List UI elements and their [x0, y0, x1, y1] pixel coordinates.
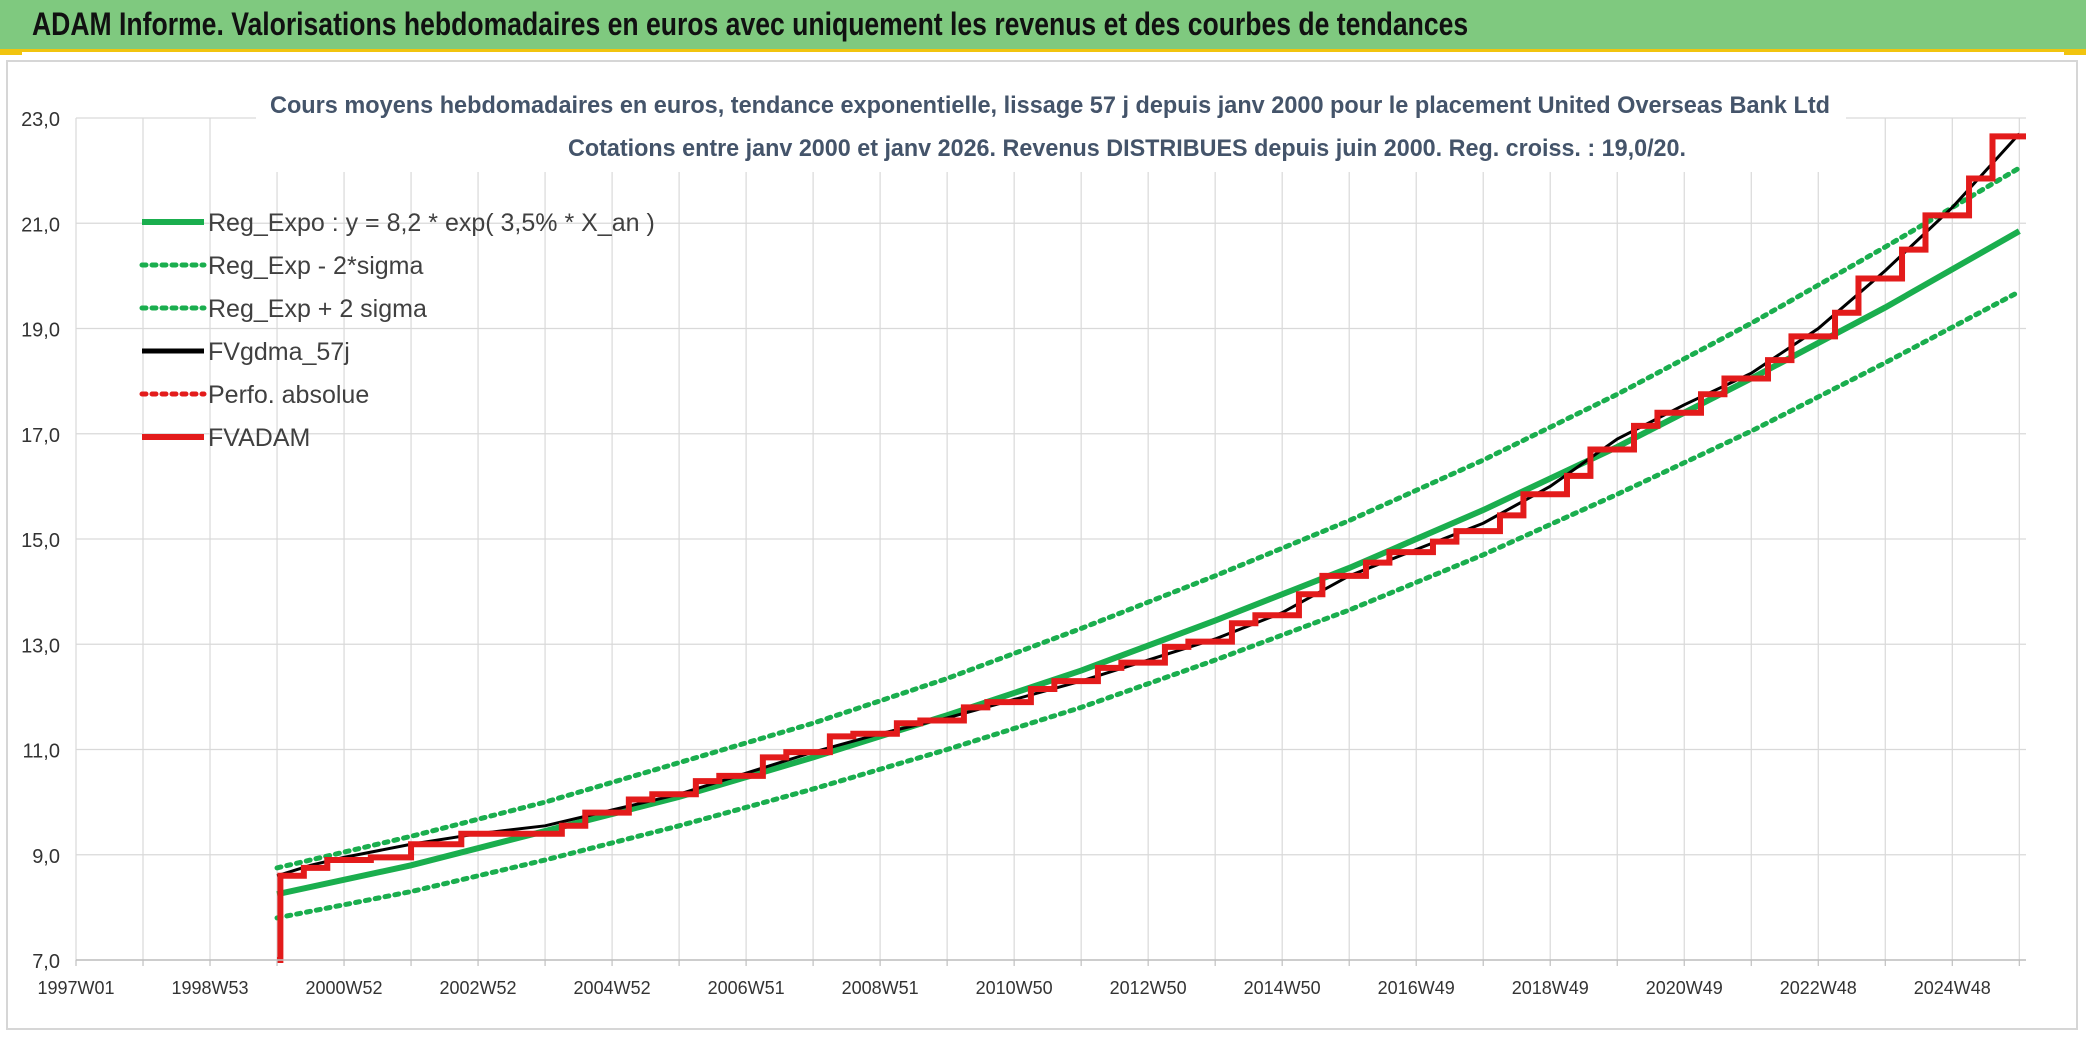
- y-tick-label: 21,0: [21, 214, 60, 236]
- legend-label: Reg_Exp - 2*sigma: [208, 252, 423, 280]
- x-tick-label: 2020W49: [1646, 978, 1723, 998]
- x-tick-label: 1997W01: [37, 978, 114, 998]
- axes: 7,0 9,0 11,0 13,0 15,0 17,0 19,0 21,0 23,0 1997W0…: [21, 109, 2026, 998]
- legend-label: Reg_Expo : y = 8,2 * exp( 3,5% * X_an ): [208, 209, 655, 237]
- x-tick-label: 2024W48: [1914, 978, 1991, 998]
- report-banner: ADAM Informe. Valorisations hebdomadaire…: [0, 0, 2086, 52]
- series-line-2: [274, 165, 2022, 871]
- y-tick-label: 13,0: [21, 635, 60, 657]
- legend-label: FVgdma_57j: [208, 338, 350, 366]
- x-tick-label: 2016W49: [1378, 978, 1455, 998]
- plot-area: [274, 132, 2026, 963]
- x-tick-label: 2014W50: [1244, 978, 1321, 998]
- legend-label: Perfo. absolue: [208, 381, 369, 409]
- y-tick-label: 7,0: [32, 951, 60, 973]
- y-tick-label: 19,0: [21, 320, 60, 342]
- y-tick-label: 23,0: [21, 109, 60, 131]
- x-tick-label: 2022W48: [1780, 978, 1857, 998]
- x-tick-label: 2004W52: [574, 978, 651, 998]
- x-tick-label: 2012W50: [1110, 978, 1187, 998]
- x-tick-label: 2006W51: [708, 978, 785, 998]
- x-tick-label: 2002W52: [440, 978, 517, 998]
- chart-frame: [6, 60, 2078, 1030]
- x-tick-label: 2018W49: [1512, 978, 1589, 998]
- grid-lines: [75, 117, 2026, 961]
- x-tick-label: 1998W53: [171, 978, 248, 998]
- y-tick-label: 9,0: [32, 846, 60, 868]
- y-tick-label: 15,0: [21, 530, 60, 552]
- legend-label: Reg_Exp + 2 sigma: [208, 295, 427, 323]
- banner-corner-right: [2064, 49, 2086, 55]
- report-title: ADAM Informe. Valorisations hebdomadaire…: [32, 6, 1469, 42]
- y-tick-label: 11,0: [23, 741, 60, 763]
- chart-legend: Reg_Expo : y = 8,2 * exp( 3,5% * X_an ) R…: [139, 209, 655, 452]
- title-background: [256, 84, 1846, 172]
- legend-label: FVADAM: [208, 424, 310, 452]
- series-line-1: [274, 289, 2022, 921]
- chart-title-line-2: Cotations entre janv 2000 et janv 2026. …: [568, 135, 1686, 162]
- banner-corner-left: [0, 49, 22, 55]
- x-tick-label: 2008W51: [842, 978, 919, 998]
- y-tick-label: 17,0: [21, 425, 60, 447]
- x-tick-label: 2000W52: [306, 978, 383, 998]
- x-tick-label: 2010W50: [976, 978, 1053, 998]
- series-line-5: [277, 133, 2026, 963]
- chart-title-line-1: Cours moyens hebdomadaires en euros, ten…: [270, 92, 1830, 119]
